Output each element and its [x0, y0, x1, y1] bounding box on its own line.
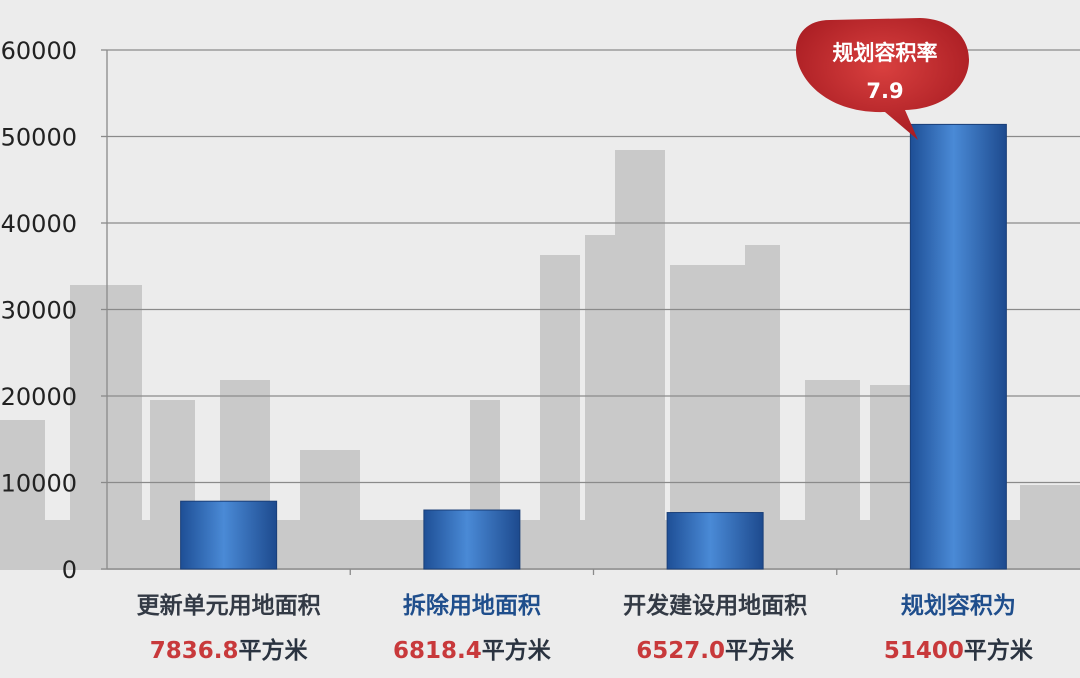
- category-label: 规划容积为: [901, 592, 1016, 619]
- skyline-building: [0, 520, 1080, 570]
- y-tick-label: 40000: [1, 210, 77, 238]
- y-tick-label: 30000: [1, 297, 77, 325]
- callout-title: 规划容积率: [833, 41, 938, 65]
- y-axis-ticks: 0 10000 20000 30000 40000 50000 60000: [1, 37, 77, 584]
- value-unit: 平方米: [239, 637, 309, 664]
- y-tick-label: 10000: [1, 470, 77, 498]
- y-tick-label: 20000: [1, 383, 77, 411]
- category-label: 更新单元用地面积: [137, 592, 321, 619]
- y-tick-label: 60000: [1, 37, 77, 65]
- bars: [180, 123, 1007, 570]
- value-unit: 平方米: [725, 637, 795, 664]
- value-number: 6818.4: [393, 638, 482, 664]
- value-number: 7836.8: [150, 638, 239, 664]
- bar: [909, 123, 1007, 570]
- value-label: 6527.0平方米: [636, 637, 795, 664]
- skyline-building: [615, 150, 665, 570]
- value-label: 7836.8平方米: [150, 637, 309, 664]
- y-tick-label: 50000: [1, 124, 77, 152]
- value-unit: 平方米: [482, 637, 552, 664]
- category-label: 拆除用地面积: [403, 592, 541, 619]
- bar: [423, 509, 521, 570]
- value-number: 51400: [884, 638, 964, 664]
- value-number: 6527.0: [636, 638, 725, 664]
- x-axis-labels: 更新单元用地面积7836.8平方米拆除用地面积6818.4平方米开发建设用地面积…: [137, 592, 1034, 664]
- bar: [180, 500, 278, 570]
- callout-bubble: 规划容积率 7.9: [795, 18, 969, 140]
- value-label: 51400平方米: [884, 637, 1034, 664]
- value-unit: 平方米: [964, 637, 1034, 664]
- skyline-building: [540, 255, 580, 570]
- value-label: 6818.4平方米: [393, 637, 552, 664]
- bar: [666, 512, 764, 570]
- category-label: 开发建设用地面积: [623, 592, 807, 619]
- callout-value: 7.9: [866, 79, 903, 103]
- y-tick-label: 0: [62, 556, 77, 584]
